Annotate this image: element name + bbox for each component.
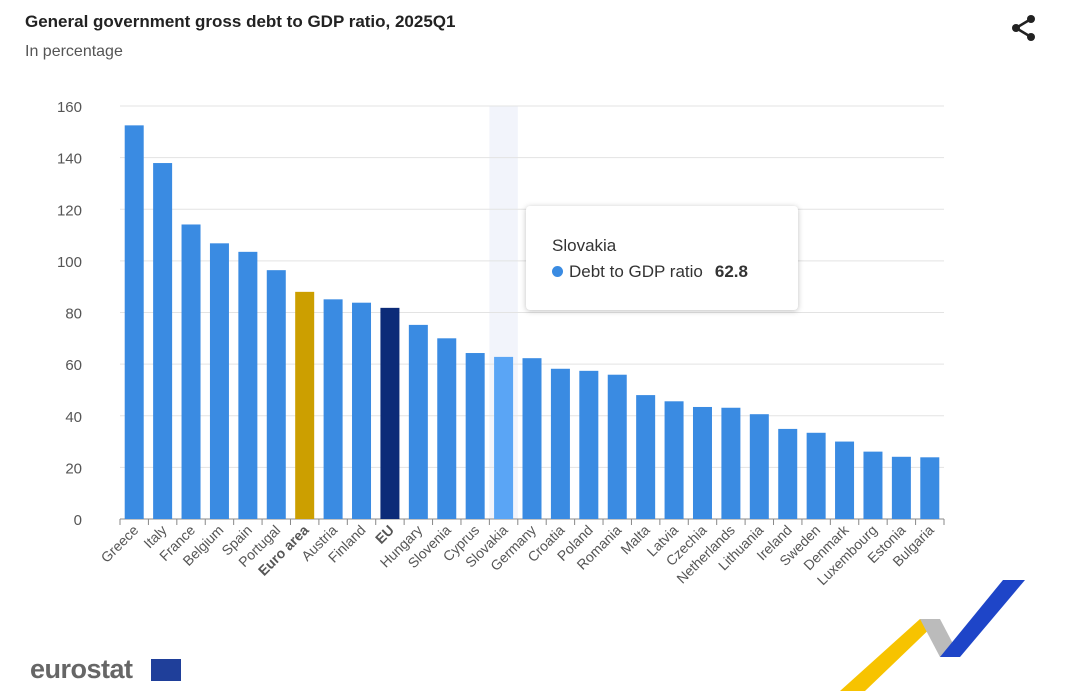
y-tick-label: 100: [57, 254, 82, 271]
share-icon[interactable]: [1010, 14, 1038, 42]
y-tick-label: 60: [65, 357, 82, 374]
y-tick-label: 80: [65, 306, 82, 323]
eu-flag-icon: [151, 659, 181, 681]
bar-eu[interactable]: [380, 307, 400, 519]
bar-france[interactable]: [181, 224, 201, 519]
bar-austria[interactable]: [323, 299, 343, 519]
bar-croatia[interactable]: [550, 368, 570, 519]
tooltip-country: Slovakia: [552, 236, 617, 255]
tooltip-row: Debt to GDP ratio 62.8: [552, 262, 748, 282]
decorative-stripes: [840, 580, 1025, 691]
bar-euro-area[interactable]: [295, 291, 315, 519]
bar-portugal[interactable]: [266, 270, 286, 519]
bar-denmark[interactable]: [835, 441, 855, 519]
bar-germany[interactable]: [522, 358, 542, 519]
bar-spain[interactable]: [238, 251, 258, 519]
y-tick-label: 120: [57, 202, 82, 219]
tooltip-series: Debt to GDP ratio: [569, 262, 703, 281]
bar-bulgaria[interactable]: [920, 457, 940, 519]
y-tick-label: 20: [65, 460, 82, 477]
bar-belgium[interactable]: [209, 243, 229, 519]
chart-title: General government gross debt to GDP rat…: [25, 12, 456, 31]
tooltip: Slovakia Debt to GDP ratio 62.8: [526, 206, 798, 310]
y-tick-label: 40: [65, 409, 82, 426]
bar-estonia[interactable]: [891, 456, 911, 519]
chart-subtitle: In percentage: [25, 43, 123, 60]
bar-ireland[interactable]: [778, 428, 798, 519]
y-tick-label: 0: [74, 512, 82, 529]
bar-sweden[interactable]: [806, 432, 826, 519]
bar-slovenia[interactable]: [437, 338, 457, 519]
bar-slovakia[interactable]: [494, 356, 514, 519]
series-dot-icon: [552, 266, 563, 277]
x-tick-label: Greece: [98, 522, 142, 566]
bar-finland[interactable]: [352, 302, 372, 519]
bar-czechia[interactable]: [692, 406, 712, 519]
bar-hungary[interactable]: [408, 324, 428, 519]
bar-latvia[interactable]: [664, 401, 684, 519]
tooltip-value: 62.8: [714, 262, 748, 281]
y-tick-label: 140: [57, 151, 82, 168]
eurostat-logo: eurostat: [30, 654, 133, 684]
bar-greece[interactable]: [124, 125, 144, 519]
bar-romania[interactable]: [607, 374, 627, 519]
bar-poland[interactable]: [579, 370, 599, 519]
bar-italy[interactable]: [153, 163, 173, 519]
bar-lithuania[interactable]: [749, 414, 769, 519]
y-tick-label: 160: [57, 99, 82, 116]
bar-netherlands[interactable]: [721, 407, 741, 519]
bar-malta[interactable]: [636, 395, 656, 519]
bar-cyprus[interactable]: [465, 353, 485, 519]
bar-luxembourg[interactable]: [863, 451, 883, 519]
